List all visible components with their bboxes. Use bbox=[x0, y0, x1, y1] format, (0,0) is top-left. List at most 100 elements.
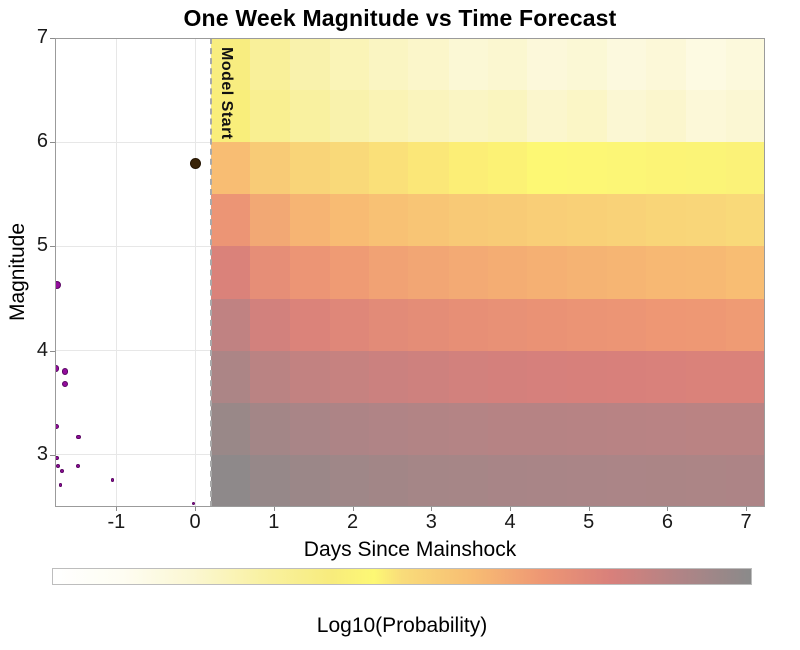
heatmap-cell bbox=[290, 350, 331, 404]
heatmap-cell bbox=[210, 454, 251, 507]
heatmap-cell bbox=[725, 246, 765, 299]
heatmap-cell bbox=[250, 246, 291, 299]
aftershock-point bbox=[56, 464, 61, 469]
x-tick-mark bbox=[116, 507, 118, 511]
heatmap-cell bbox=[487, 350, 528, 404]
heatmap-cell bbox=[329, 38, 370, 91]
heatmap-cell bbox=[606, 194, 647, 247]
aftershock-point bbox=[55, 281, 62, 290]
aftershock-point bbox=[55, 455, 59, 461]
x-tick-label: 3 bbox=[425, 511, 437, 533]
aftershock-point bbox=[55, 424, 60, 430]
heatmap-cell bbox=[408, 142, 449, 195]
aftershock-point bbox=[58, 483, 63, 487]
heatmap-cell bbox=[606, 402, 647, 456]
heatmap-cell bbox=[487, 246, 528, 299]
aftershock-point bbox=[60, 468, 65, 473]
heatmap-cell bbox=[725, 142, 765, 195]
aftershock-point bbox=[55, 365, 59, 372]
heatmap-cell bbox=[567, 142, 608, 195]
mainshock-point bbox=[189, 157, 201, 169]
heatmap-cell bbox=[606, 142, 647, 195]
heatmap-cell bbox=[567, 194, 608, 247]
heatmap-cell bbox=[408, 90, 449, 143]
heatmap-cell bbox=[408, 194, 449, 247]
heatmap-cell bbox=[369, 142, 409, 195]
heatmap-cell bbox=[646, 142, 686, 195]
colorbar-label: Log10(Probability) bbox=[316, 614, 488, 637]
heatmap-cell bbox=[290, 142, 331, 195]
heatmap-cell bbox=[567, 38, 608, 91]
heatmap-cell bbox=[567, 90, 608, 143]
heatmap-cell bbox=[448, 38, 489, 91]
x-axis-label: Days Since Mainshock bbox=[303, 538, 517, 561]
x-tick-label: 0 bbox=[189, 511, 201, 533]
heatmap-cell bbox=[250, 90, 291, 143]
x-tick-label: 4 bbox=[504, 511, 516, 533]
heatmap-cell bbox=[448, 402, 489, 456]
heatmap-cell bbox=[408, 298, 449, 352]
heatmap-cell bbox=[527, 454, 568, 507]
heatmap-cell bbox=[685, 454, 726, 507]
heatmap-cell bbox=[646, 350, 686, 404]
x-tick-mark bbox=[746, 507, 748, 511]
heatmap-cell bbox=[369, 90, 409, 143]
heatmap-cell bbox=[725, 402, 765, 456]
heatmap-cell bbox=[329, 142, 370, 195]
heatmap-cell bbox=[725, 194, 765, 247]
heatmap-cell bbox=[250, 298, 291, 352]
heatmap-cell bbox=[210, 350, 251, 404]
heatmap-cell bbox=[685, 246, 726, 299]
heatmap-cell bbox=[210, 246, 251, 299]
colorbar-gradient bbox=[52, 568, 752, 585]
heatmap-cell bbox=[527, 402, 568, 456]
heatmap-cell bbox=[329, 454, 370, 507]
heatmap-cell bbox=[210, 38, 251, 91]
heatmap-cell bbox=[448, 90, 489, 143]
gridline-x bbox=[194, 38, 196, 507]
heatmap-cell bbox=[725, 298, 765, 352]
x-tick-mark bbox=[273, 507, 275, 511]
x-tick-mark bbox=[195, 507, 197, 511]
heatmap-cell bbox=[487, 90, 528, 143]
colorbar: -5.0-4.5-4.0-3.5-3.0-2.5-2.0-1.5-1.0-0.5… bbox=[52, 568, 752, 648]
chart-title: One Week Magnitude vs Time Forecast bbox=[183, 5, 617, 31]
heatmap-cell bbox=[369, 350, 409, 404]
heatmap-cell bbox=[210, 298, 251, 352]
heatmap-cell bbox=[408, 402, 449, 456]
heatmap-cell bbox=[567, 298, 608, 352]
y-tick-mark bbox=[50, 142, 55, 144]
heatmap-cell bbox=[448, 246, 489, 299]
heatmap-cell bbox=[290, 38, 331, 91]
model-start-label: Model Start bbox=[217, 47, 235, 140]
x-tick-label: 6 bbox=[661, 511, 673, 533]
heatmap-cell bbox=[685, 298, 726, 352]
gridline-x bbox=[115, 38, 117, 507]
heatmap-cell bbox=[250, 38, 291, 91]
heatmap-cell bbox=[250, 402, 291, 456]
aftershock-point bbox=[75, 464, 80, 469]
heatmap-cell bbox=[685, 402, 726, 456]
heatmap-cell bbox=[685, 142, 726, 195]
heatmap-cell bbox=[290, 402, 331, 456]
x-tick-label: 2 bbox=[346, 511, 359, 533]
heatmap-cell bbox=[329, 402, 370, 456]
heatmap-cell bbox=[369, 454, 409, 507]
y-tick-label: 4 bbox=[36, 338, 48, 361]
heatmap-cell bbox=[487, 38, 528, 91]
heatmap-cell bbox=[606, 350, 647, 404]
heatmap-cell bbox=[210, 142, 251, 195]
heatmap-cell bbox=[487, 454, 528, 507]
heatmap-cell bbox=[725, 38, 765, 91]
heatmap-cell bbox=[646, 194, 686, 247]
heatmap-cell bbox=[210, 90, 251, 143]
y-tick-mark bbox=[50, 246, 55, 248]
heatmap-cell bbox=[606, 246, 647, 299]
y-tick-label: 6 bbox=[36, 130, 48, 153]
heatmap-cell bbox=[646, 402, 686, 456]
heatmap-cell bbox=[567, 350, 608, 404]
heatmap-cell bbox=[685, 90, 726, 143]
y-axis-label: Magnitude bbox=[6, 222, 29, 322]
heatmap-cell bbox=[329, 298, 370, 352]
